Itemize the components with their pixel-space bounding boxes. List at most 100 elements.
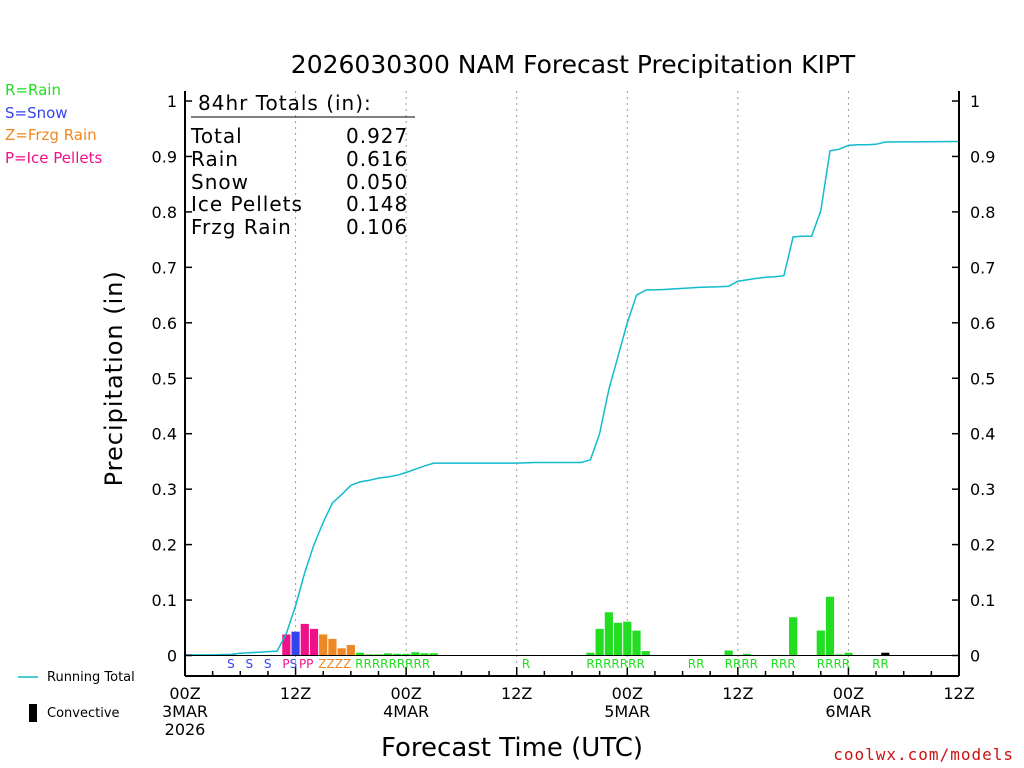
precip-bar-R-45 bbox=[595, 628, 604, 656]
precip-bar-R-19 bbox=[355, 652, 365, 656]
chart-title: 2026030300 NAM Forecast Precipitation KI… bbox=[290, 50, 856, 79]
precip-bar-P-11 bbox=[282, 634, 291, 656]
y-tick-label-right: 0.8 bbox=[970, 203, 995, 222]
x-tick-label: 2026 bbox=[165, 720, 206, 739]
precip-bar-Z-18 bbox=[346, 644, 355, 656]
precip-bar-R-59 bbox=[724, 650, 733, 656]
x-tick-label: 00Z bbox=[390, 684, 421, 703]
precip-bar-R-26 bbox=[420, 653, 429, 656]
y-tick-label-right: 0.4 bbox=[970, 425, 995, 444]
y-tick-label-right: 0.9 bbox=[970, 147, 995, 166]
type-label: S bbox=[227, 657, 235, 671]
precip-bar-R-24 bbox=[402, 653, 411, 656]
y-tick-label-left: 0.2 bbox=[152, 536, 177, 555]
type-letter: S bbox=[290, 657, 298, 671]
precip-bar-P-13 bbox=[300, 623, 309, 656]
totals-label-rain: Rain bbox=[191, 147, 239, 171]
x-tick-label: 00Z bbox=[169, 684, 200, 703]
legend-convective: Convective bbox=[47, 706, 120, 721]
totals-value-ice-pellets: 0.148 bbox=[346, 192, 409, 216]
type-label: RRRR bbox=[817, 657, 850, 671]
precip-bar-R-49 bbox=[632, 630, 641, 656]
totals-heading: 84hr Totals (in): bbox=[198, 91, 372, 115]
legend-running-total: Running Total bbox=[47, 670, 135, 685]
type-label: S bbox=[264, 657, 272, 671]
totals-label-ice-pellets: Ice Pellets bbox=[191, 192, 303, 216]
x-tick-label: 00Z bbox=[833, 684, 864, 703]
y-tick-label-left: 0.4 bbox=[152, 425, 177, 444]
totals-value-frzg-rain: 0.106 bbox=[346, 215, 409, 239]
type-label: RRRRRRRRR bbox=[355, 657, 430, 671]
y-tick-label-left: 0.6 bbox=[152, 314, 177, 333]
y-tick-label-right: 0.3 bbox=[970, 480, 995, 499]
precip-bar-R-69 bbox=[816, 630, 825, 656]
precip-bar-R-44 bbox=[586, 652, 595, 656]
y-tick-label-right: 0.1 bbox=[970, 591, 995, 610]
credit-link[interactable]: coolwx.com/models bbox=[833, 745, 1014, 764]
type-label: RR bbox=[688, 657, 705, 671]
type-label: RRR bbox=[771, 657, 796, 671]
y-tick-label-right: 0.6 bbox=[970, 314, 995, 333]
precip-bar-S-12 bbox=[291, 631, 300, 656]
type-label: S bbox=[246, 657, 254, 671]
x-tick-label: 5MAR bbox=[604, 702, 650, 721]
precip-bar-R-66 bbox=[789, 617, 798, 656]
x-tick-label: 6MAR bbox=[825, 702, 871, 721]
x-tick-label: 00Z bbox=[612, 684, 643, 703]
precip-bar-R-23 bbox=[392, 653, 402, 656]
precip-bar-Z-15 bbox=[319, 634, 328, 656]
precip-bar-R-61 bbox=[742, 653, 752, 656]
x-tick-label: 12Z bbox=[722, 684, 753, 703]
precip-bar-R-48 bbox=[623, 621, 632, 656]
totals-value-rain: 0.616 bbox=[346, 147, 409, 171]
totals-label-total: Total bbox=[191, 124, 243, 148]
x-tick-label: 12Z bbox=[280, 684, 311, 703]
y-tick-label-left: 0 bbox=[167, 647, 177, 666]
type-label: RRRRRRR bbox=[586, 657, 644, 671]
legend-rain: R=Rain bbox=[5, 81, 61, 99]
precip-bar-R-27 bbox=[429, 653, 438, 656]
convective-swatch bbox=[29, 704, 37, 722]
x-axis-label: Forecast Time (UTC) bbox=[380, 733, 643, 763]
type-label: PP bbox=[299, 657, 313, 671]
totals-value-snow: 0.050 bbox=[346, 170, 409, 194]
y-tick-label-right: 0.5 bbox=[970, 369, 995, 388]
y-tick-label-right: 0.7 bbox=[970, 258, 995, 277]
x-tick-label: 4MAR bbox=[383, 702, 429, 721]
precip-bar-Z-16 bbox=[328, 638, 337, 656]
y-tick-label-left: 0.1 bbox=[152, 591, 177, 610]
precip-bar-P-14 bbox=[309, 628, 319, 656]
type-label: ZZZZ bbox=[318, 657, 351, 671]
precip-bar-R-76 bbox=[881, 652, 890, 656]
totals-label-frzg-rain: Frzg Rain bbox=[191, 215, 292, 239]
precip-bar-R-50 bbox=[641, 651, 650, 656]
type-letter: P bbox=[282, 657, 289, 671]
type-label: RR bbox=[872, 657, 889, 671]
y-tick-label-left: 0.8 bbox=[152, 203, 177, 222]
x-tick-label: 3MAR bbox=[162, 702, 208, 721]
y-tick-label-right: 1 bbox=[970, 92, 980, 111]
legend-snow: S=Snow bbox=[5, 104, 68, 122]
precip-bar-Z-17 bbox=[337, 648, 346, 656]
totals-label-snow: Snow bbox=[191, 170, 249, 194]
precip-bar-R-70 bbox=[825, 596, 835, 656]
y-tick-label-left: 0.5 bbox=[152, 369, 177, 388]
y-tick-label-left: 1 bbox=[167, 92, 177, 111]
totals-value-total: 0.927 bbox=[346, 124, 409, 148]
precip-bar-R-46 bbox=[604, 612, 613, 656]
precip-bar-R-20 bbox=[365, 654, 374, 656]
y-tick-label-left: 0.7 bbox=[152, 258, 177, 277]
x-tick-label: 12Z bbox=[501, 684, 532, 703]
precip-bar-R-47 bbox=[613, 622, 623, 656]
precip-bar-R-21 bbox=[374, 654, 383, 656]
y-tick-label-right: 0 bbox=[970, 647, 980, 666]
type-label: RRRR bbox=[725, 657, 758, 671]
y-tick-label-right: 0.2 bbox=[970, 536, 995, 555]
x-tick-label: 12Z bbox=[943, 684, 974, 703]
running-total-line bbox=[185, 140, 960, 656]
precip-bar-R-71 bbox=[835, 654, 844, 656]
y-tick-label-left: 0.9 bbox=[152, 147, 177, 166]
legend-ice-pellets: P=Ice Pellets bbox=[5, 149, 103, 167]
precip-bar-R-72 bbox=[844, 652, 853, 656]
